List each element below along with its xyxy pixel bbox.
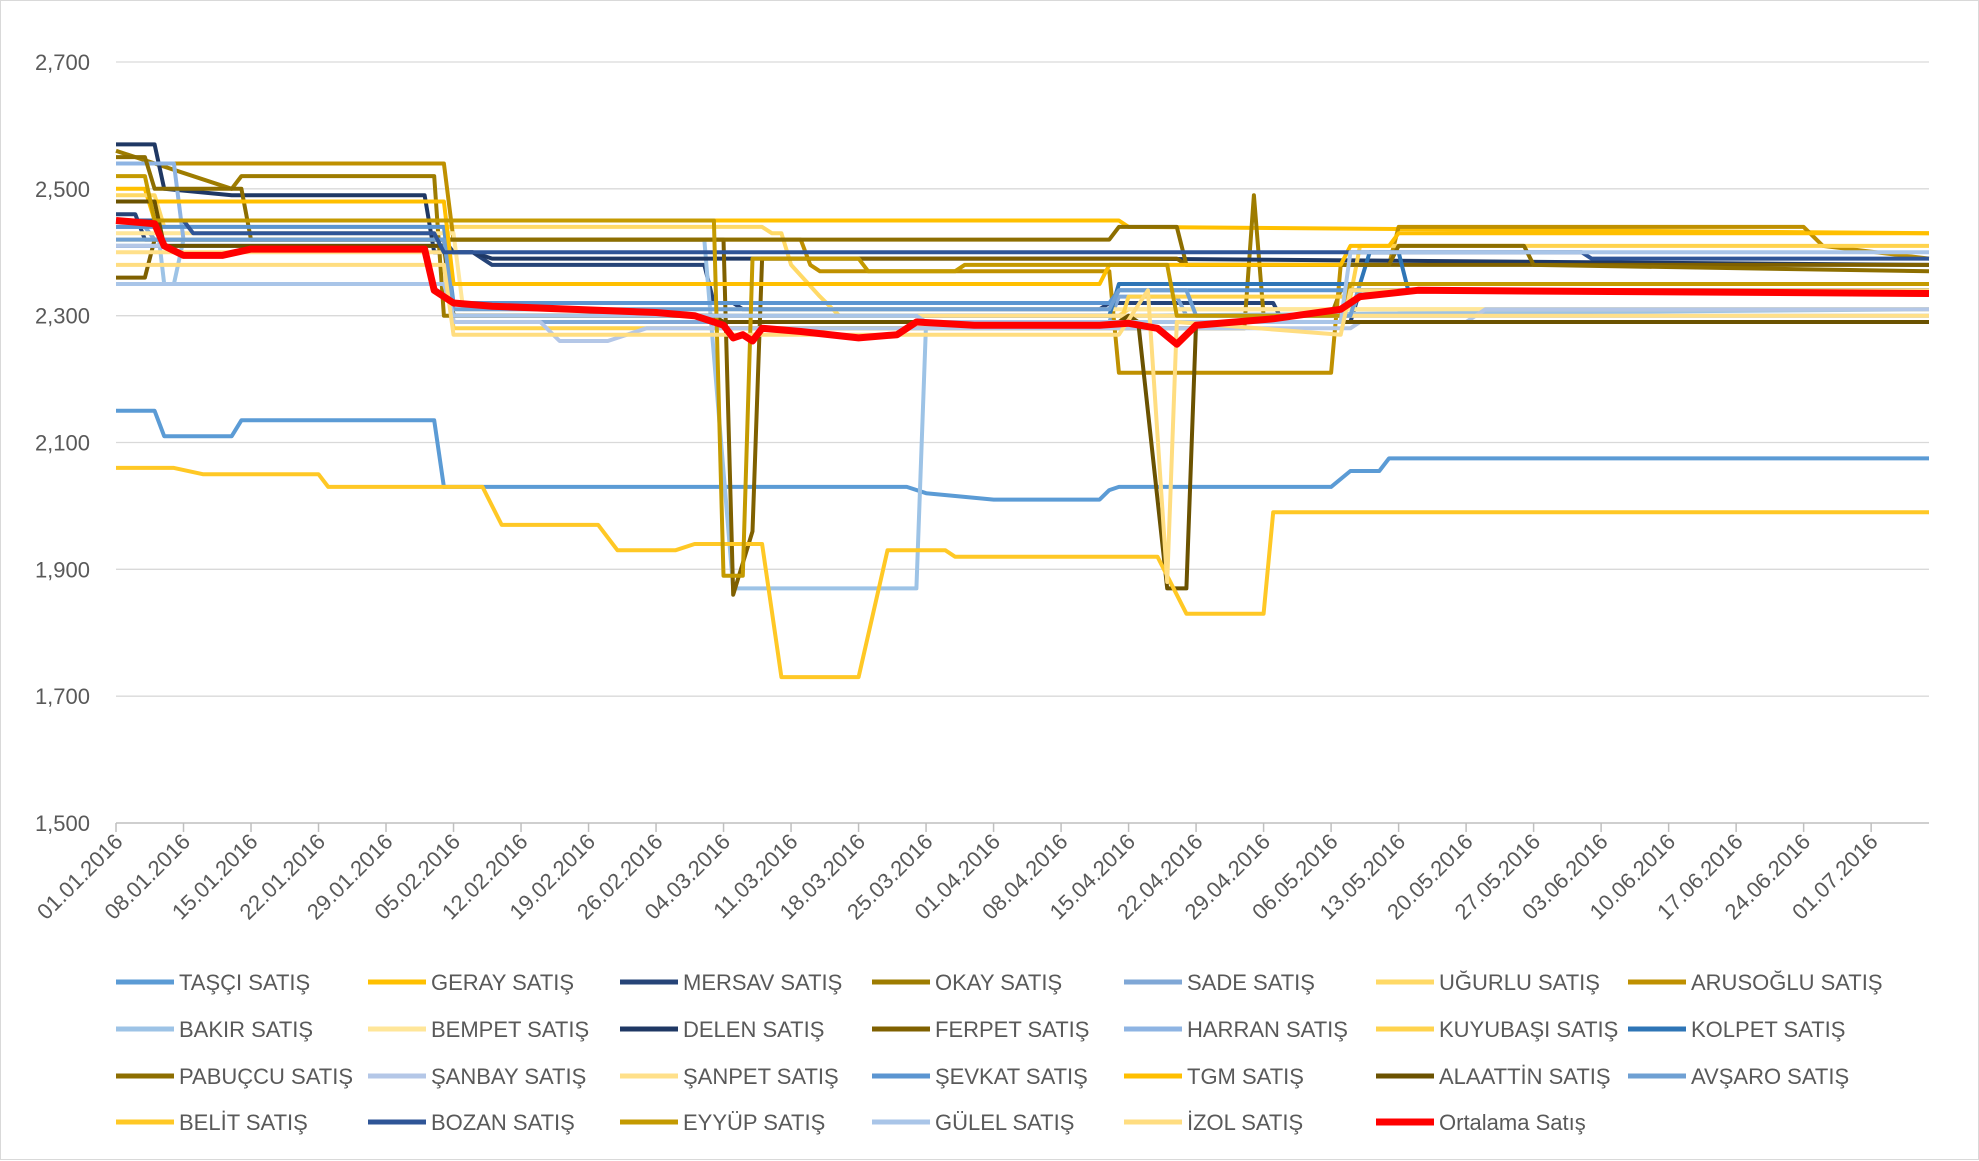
legend-label: OKAY SATIŞ: [935, 970, 1062, 995]
legend-item: AVŞARO SATIŞ: [1628, 1064, 1849, 1089]
x-axis: 01.01.201608.01.201615.01.201622.01.2016…: [32, 822, 1929, 924]
series-line: [116, 193, 1929, 318]
legend-item: ŞANBAY SATIŞ: [368, 1064, 586, 1089]
gridlines: [116, 61, 1929, 697]
legend-item: BEMPET SATIŞ: [368, 1017, 589, 1042]
legend-item: PABUÇCU SATIŞ: [116, 1064, 353, 1089]
legend-label: KUYUBAŞI SATIŞ: [1439, 1017, 1618, 1042]
legend-label: KOLPET SATIŞ: [1691, 1017, 1845, 1042]
series-lines: [115, 142, 1930, 680]
y-tick-label: 2,500: [35, 177, 90, 202]
legend-item: MERSAV SATIŞ: [620, 970, 842, 995]
legend-label: ARUSOĞLU SATIŞ: [1691, 970, 1883, 995]
legend-label: BEMPET SATIŞ: [431, 1017, 589, 1042]
legend-label: Ortalama Satış: [1439, 1110, 1586, 1135]
legend-label: GÜLEL SATIŞ: [935, 1110, 1074, 1135]
legend-label: DELEN SATIŞ: [683, 1017, 824, 1042]
legend-item: KOLPET SATIŞ: [1628, 1017, 1845, 1042]
legend-item: TGM SATIŞ: [1124, 1064, 1304, 1089]
series-line: [116, 155, 1930, 274]
legend-label: BELİT SATIŞ: [179, 1110, 308, 1135]
legend-item: GERAY SATIŞ: [368, 970, 574, 995]
legend-item: BOZAN SATIŞ: [368, 1110, 575, 1135]
y-tick-label: 1,700: [35, 684, 90, 709]
legend-item: UĞURLU SATIŞ: [1376, 970, 1600, 995]
legend-item: BAKIR SATIŞ: [116, 1017, 313, 1042]
legend-label: HARRAN SATIŞ: [1187, 1017, 1348, 1042]
legend-label: GERAY SATIŞ: [431, 970, 574, 995]
series-line: [116, 218, 1929, 261]
series-line-average: [115, 217, 1930, 348]
y-tick-label: 1,500: [35, 811, 90, 836]
legend-label: PABUÇCU SATIŞ: [179, 1064, 353, 1089]
series-line: [116, 199, 1929, 286]
legend-label: BAKIR SATIŞ: [179, 1017, 313, 1042]
legend-item: Ortalama Satış: [1376, 1110, 1586, 1135]
legend-item: İZOL SATIŞ: [1124, 1110, 1303, 1135]
series-line: [116, 243, 1929, 318]
legend-label: ALAATTİN SATIŞ: [1439, 1064, 1611, 1089]
y-tick-label: 2,700: [35, 50, 90, 75]
legend-item: DELEN SATIŞ: [620, 1017, 824, 1042]
legend-item: EYYÜP SATIŞ: [620, 1110, 825, 1135]
legend-item: ALAATTİN SATIŞ: [1376, 1064, 1611, 1089]
legend-item: OKAY SATIŞ: [872, 970, 1062, 995]
legend-label: AVŞARO SATIŞ: [1691, 1064, 1849, 1089]
y-tick-label: 2,100: [35, 431, 90, 456]
legend-label: EYYÜP SATIŞ: [683, 1110, 825, 1135]
legend-item: KUYUBAŞI SATIŞ: [1376, 1017, 1618, 1042]
legend-item: ARUSOĞLU SATIŞ: [1628, 970, 1883, 995]
legend-item: BELİT SATIŞ: [116, 1110, 308, 1135]
y-tick-label: 1,900: [35, 557, 90, 582]
y-tick-label: 2,300: [35, 304, 90, 329]
legend-item: SADE SATIŞ: [1124, 970, 1315, 995]
legend-item: FERPET SATIŞ: [872, 1017, 1089, 1042]
legend-item: GÜLEL SATIŞ: [872, 1110, 1074, 1135]
series-line: [116, 408, 1929, 502]
legend-label: FERPET SATIŞ: [935, 1017, 1089, 1042]
legend-label: MERSAV SATIŞ: [683, 970, 842, 995]
legend-item: HARRAN SATIŞ: [1124, 1017, 1348, 1042]
legend: TAŞÇI SATIŞ GERAY SATIŞ MERSAV SATIŞ OKAY S…: [116, 970, 1883, 1135]
legend-label: SADE SATIŞ: [1187, 970, 1315, 995]
legend-label: İZOL SATIŞ: [1187, 1110, 1303, 1135]
series-line: [116, 174, 1929, 578]
legend-item: ŞANPET SATIŞ: [620, 1064, 839, 1089]
legend-label: UĞURLU SATIŞ: [1439, 970, 1600, 995]
legend-label: ŞANPET SATIŞ: [683, 1064, 839, 1089]
y-axis: 1,500 1,700 1,900 2,100 2,300 2,500 2,700: [35, 50, 90, 836]
legend-label: TGM SATIŞ: [1187, 1064, 1304, 1089]
legend-label: ŞANBAY SATIŞ: [431, 1064, 586, 1089]
legend-label: TAŞÇI SATIŞ: [179, 970, 310, 995]
legend-item: TAŞÇI SATIŞ: [116, 970, 310, 995]
legend-label: ŞEVKAT SATIŞ: [935, 1064, 1088, 1089]
series-line: [116, 224, 1929, 305]
legend-item: ŞEVKAT SATIŞ: [872, 1064, 1088, 1089]
legend-label: BOZAN SATIŞ: [431, 1110, 575, 1135]
